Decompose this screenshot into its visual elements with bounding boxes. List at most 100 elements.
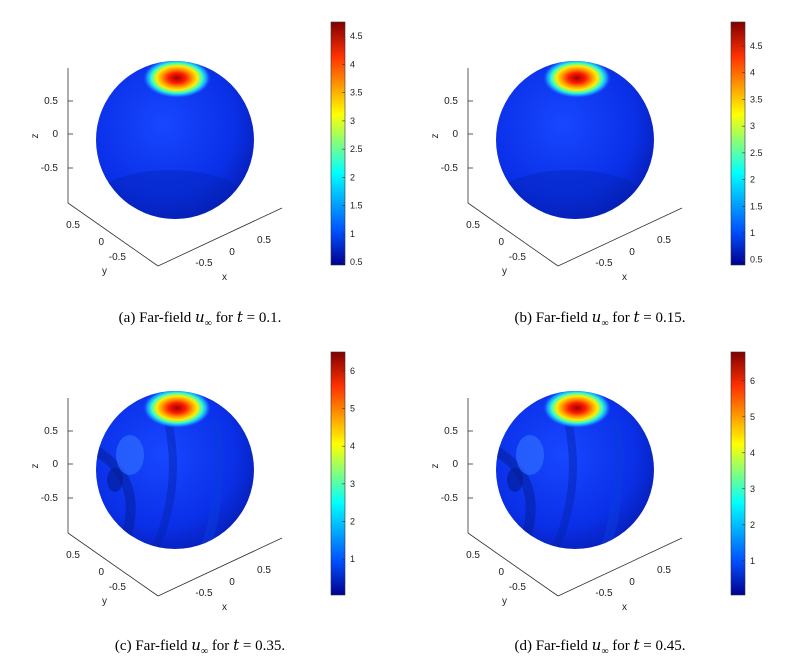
colorbar-tick-label: 3 xyxy=(750,484,755,494)
colorbar-tick-label: 3 xyxy=(350,479,355,489)
far-field-sphere-c xyxy=(96,391,254,549)
colorbar-tick-label: 4.5 xyxy=(750,41,763,51)
z-axis-label: z xyxy=(30,464,41,469)
colorbar-tick-label: 4 xyxy=(350,441,355,451)
colorbar-tick-label: 2 xyxy=(750,175,755,185)
axes-d xyxy=(467,398,683,597)
colorbar-a: 0.5 1 1.5 2 2.5 3 3.5 4 4.5 xyxy=(330,21,363,267)
axes-a xyxy=(67,68,283,267)
caption-c: (c) Far-field u∞ for t = 0.35. xyxy=(114,636,286,657)
caption-b: (b) Far-field u∞ for t = 0.15. xyxy=(514,308,686,329)
x-tick-label: 0 xyxy=(629,577,635,588)
colorbar-b: 0.5 1 1.5 2 2.5 3 3.5 4 4.5 xyxy=(730,21,763,266)
x-tick-label: 0 xyxy=(229,577,235,588)
z-tick-label: 0.5 xyxy=(444,96,458,107)
y-tick-label: 0 xyxy=(498,567,504,578)
x-tick-label: -0.5 xyxy=(195,588,213,599)
y-axis-label: y xyxy=(502,266,507,277)
figure-panel-a: 0.5 0 -0.5 z 0.5 0 -0.5 y -0.5 0 0.5 x 0.5 1 1.5 2 2.5 3 3… xyxy=(0,0,400,330)
y-tick-label: 0.5 xyxy=(66,220,80,231)
z-axis-label: z xyxy=(30,134,41,139)
x-tick-label: 0.5 xyxy=(257,235,271,246)
colorbar-tick-label: 4 xyxy=(750,68,755,78)
x-tick-label: -0.5 xyxy=(595,588,613,599)
z-tick-label: 0.5 xyxy=(44,426,58,437)
colorbar-tick-label: 3.5 xyxy=(350,88,363,98)
colorbar-tick-label: 3 xyxy=(350,116,355,126)
y-tick-label: 0 xyxy=(498,237,504,248)
y-tick-label: 0.5 xyxy=(466,550,480,561)
colorbar-tick-label: 4 xyxy=(350,59,355,69)
colorbar-tick-label: 5 xyxy=(750,412,755,422)
y-tick-label: -0.5 xyxy=(509,252,527,263)
sphere-plot-b: 0.50-0.5z0.50-0.5y-0.500.5x0.511.522.533… xyxy=(430,21,763,283)
colorbar-tick-label: 1 xyxy=(750,228,755,238)
z-tick-label: 0.5 xyxy=(444,426,458,437)
colorbar-tick-label: 2 xyxy=(750,520,755,530)
colorbar-tick-label: 1 xyxy=(750,556,755,566)
colorbar-tick-label: 2 xyxy=(350,172,355,182)
z-tick-label: 0 xyxy=(52,129,58,140)
colorbar-tick-label: 4 xyxy=(750,448,755,458)
colorbar-tick-label: 1 xyxy=(350,229,355,239)
y-tick-label: 0 xyxy=(98,567,104,578)
x-tick-label: -0.5 xyxy=(195,258,213,269)
x-tick-label: 0 xyxy=(229,247,235,258)
colorbar-tick-label: 2 xyxy=(350,517,355,527)
z-tick-label: -0.5 xyxy=(441,493,459,504)
far-field-sphere-a xyxy=(96,61,254,219)
colorbar-tick-label: 1 xyxy=(350,554,355,564)
colorbar-tick-label: 0.5 xyxy=(350,257,363,267)
y-tick-label: -0.5 xyxy=(109,252,127,263)
x-tick-label: -0.5 xyxy=(595,258,613,269)
colorbar-tick-label: 0.5 xyxy=(750,255,763,265)
y-tick-label: -0.5 xyxy=(109,582,127,593)
x-tick-label: 0.5 xyxy=(657,235,671,246)
x-axis-label: x xyxy=(222,272,227,283)
y-axis-label: y xyxy=(102,596,107,607)
y-tick-label: 0.5 xyxy=(66,550,80,561)
z-tick-label: -0.5 xyxy=(41,493,59,504)
axes-c xyxy=(67,398,283,597)
y-tick-label: 0.5 xyxy=(466,220,480,231)
y-axis-label: y xyxy=(102,266,107,277)
colorbar-tick-label: 4.5 xyxy=(350,31,363,41)
x-axis-label: x xyxy=(222,602,227,613)
x-axis-label: x xyxy=(622,272,627,283)
z-tick-label: 0.5 xyxy=(44,96,58,107)
colorbar-tick-label: 1.5 xyxy=(750,201,763,211)
z-tick-label: 0 xyxy=(52,459,58,470)
z-axis-label: z xyxy=(430,464,441,469)
z-tick-label: -0.5 xyxy=(41,163,59,174)
sphere-plot-a: 0.50-0.5z0.50-0.5y-0.500.5x0.511.522.533… xyxy=(30,21,363,283)
figure-panel-b: 0.5 0 -0.5 z 0.5 0 -0.5 y -0.5 0 0.5 x 0.5 1 1.5 2 2.5 3 3… xyxy=(400,0,800,330)
y-tick-label: -0.5 xyxy=(509,582,527,593)
colorbar-tick-label: 3 xyxy=(750,121,755,131)
figure-panel-c: 0.5 0 -0.5 z 0.5 0 -0.5 y -0.5 0 0.5 x 1 2 3 4 5 6 (c) Fa… xyxy=(0,330,400,660)
colorbar-tick-label: 5 xyxy=(350,404,355,414)
x-tick-label: 0.5 xyxy=(657,565,671,576)
far-field-sphere-b xyxy=(496,61,654,219)
colorbar-tick-label: 3.5 xyxy=(750,94,763,104)
caption-d: (d) Far-field u∞ for t = 0.45. xyxy=(514,636,686,657)
colorbar-c: 1 2 3 4 5 6 xyxy=(330,351,355,596)
y-tick-label: 0 xyxy=(98,237,104,248)
x-tick-label: 0 xyxy=(629,247,635,258)
z-tick-label: 0 xyxy=(452,459,458,470)
colorbar-tick-label: 6 xyxy=(350,366,355,376)
axes-b xyxy=(467,68,683,267)
colorbar-tick-label: 1.5 xyxy=(350,201,363,211)
x-axis-label: x xyxy=(622,602,627,613)
far-field-sphere-d xyxy=(496,391,654,549)
colorbar-tick-label: 2.5 xyxy=(350,144,363,154)
x-tick-label: 0.5 xyxy=(257,565,271,576)
z-tick-label: 0 xyxy=(452,129,458,140)
z-axis-label: z xyxy=(430,134,441,139)
colorbar-tick-label: 6 xyxy=(750,376,755,386)
z-tick-label: -0.5 xyxy=(441,163,459,174)
colorbar-d: 1 2 3 4 5 6 xyxy=(730,351,755,596)
colorbar-tick-label: 2.5 xyxy=(750,148,763,158)
caption-a: (a) Far-field u∞ for t = 0.1. xyxy=(118,308,282,329)
